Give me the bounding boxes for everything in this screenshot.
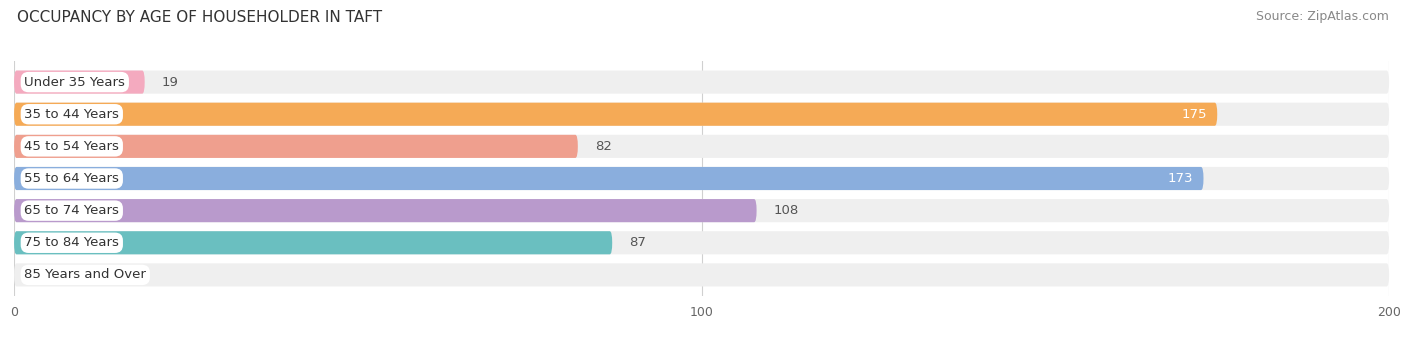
- FancyBboxPatch shape: [14, 70, 145, 94]
- Text: 75 to 84 Years: 75 to 84 Years: [24, 236, 120, 249]
- Text: 55 to 64 Years: 55 to 64 Years: [24, 172, 120, 185]
- FancyBboxPatch shape: [14, 231, 1389, 254]
- Text: 87: 87: [630, 236, 647, 249]
- FancyBboxPatch shape: [14, 167, 1204, 190]
- Text: 175: 175: [1181, 108, 1206, 121]
- FancyBboxPatch shape: [14, 264, 1389, 287]
- FancyBboxPatch shape: [14, 135, 1389, 158]
- Text: 108: 108: [773, 204, 799, 217]
- Text: Under 35 Years: Under 35 Years: [24, 75, 125, 89]
- FancyBboxPatch shape: [14, 199, 756, 222]
- Text: OCCUPANCY BY AGE OF HOUSEHOLDER IN TAFT: OCCUPANCY BY AGE OF HOUSEHOLDER IN TAFT: [17, 10, 382, 25]
- FancyBboxPatch shape: [14, 103, 1389, 126]
- Text: 45 to 54 Years: 45 to 54 Years: [24, 140, 120, 153]
- Text: 35 to 44 Years: 35 to 44 Years: [24, 108, 120, 121]
- Text: 173: 173: [1167, 172, 1194, 185]
- FancyBboxPatch shape: [14, 103, 1218, 126]
- FancyBboxPatch shape: [14, 135, 578, 158]
- Text: 82: 82: [595, 140, 612, 153]
- Text: 85 Years and Over: 85 Years and Over: [24, 268, 146, 282]
- Text: 65 to 74 Years: 65 to 74 Years: [24, 204, 120, 217]
- Text: 19: 19: [162, 75, 179, 89]
- FancyBboxPatch shape: [14, 231, 612, 254]
- FancyBboxPatch shape: [14, 70, 1389, 94]
- Text: 0: 0: [31, 268, 39, 282]
- Text: Source: ZipAtlas.com: Source: ZipAtlas.com: [1256, 10, 1389, 23]
- FancyBboxPatch shape: [14, 199, 1389, 222]
- FancyBboxPatch shape: [14, 167, 1389, 190]
